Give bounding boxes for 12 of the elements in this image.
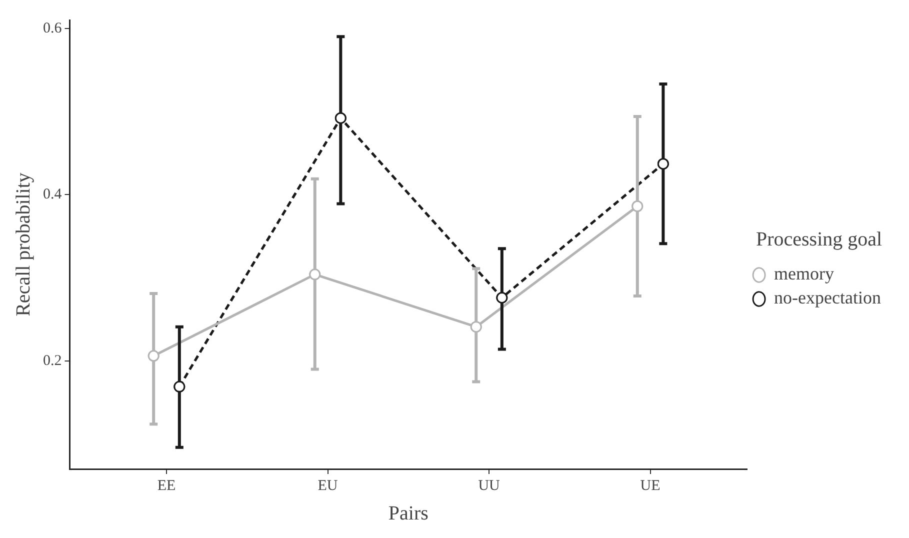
y-tick-label: 0.2: [43, 352, 62, 369]
x-axis-title: Pairs: [388, 502, 429, 524]
legend-label: memory: [774, 264, 834, 284]
legend-title: Processing goal: [756, 228, 883, 250]
y-tick-label: 0.4: [43, 186, 62, 203]
x-tick-label: UU: [478, 478, 500, 494]
y-axis-title: Recall probability: [12, 172, 34, 316]
x-tick-label: EE: [157, 478, 176, 494]
x-tick-label: EU: [318, 478, 338, 494]
x-tick-label: UE: [640, 478, 660, 494]
y-tick-label: 0.6: [43, 20, 62, 36]
legend-label: no-expectation: [774, 288, 882, 308]
